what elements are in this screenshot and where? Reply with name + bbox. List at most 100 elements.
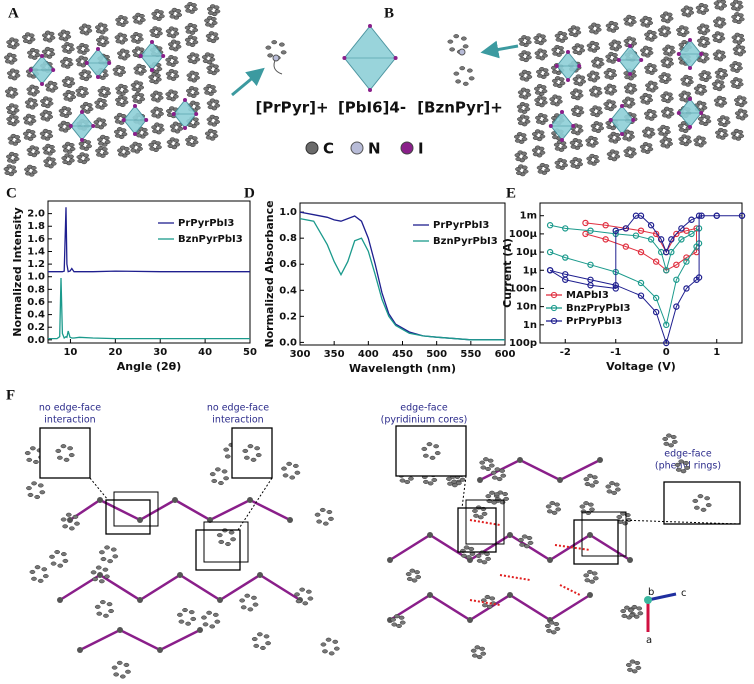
atom [551, 69, 558, 74]
atom [202, 58, 209, 64]
atom [4, 89, 11, 94]
atom [627, 608, 634, 613]
atom [114, 35, 121, 40]
atom [518, 72, 525, 77]
atom [30, 118, 37, 123]
atom [115, 39, 122, 44]
atom [637, 611, 644, 616]
atom [82, 56, 89, 61]
atom [548, 124, 553, 128]
interaction [469, 599, 501, 606]
atom [201, 615, 207, 620]
atom [615, 487, 621, 492]
atom [186, 88, 192, 93]
atom [714, 70, 721, 75]
legend-marker [550, 304, 558, 312]
atom [611, 490, 618, 495]
atom [187, 77, 194, 82]
atom [123, 146, 130, 151]
atom [206, 117, 213, 122]
marker [673, 303, 680, 310]
atom [33, 459, 39, 465]
atom [700, 84, 707, 90]
atom [700, 136, 706, 141]
atom [34, 494, 41, 500]
atom [23, 135, 30, 140]
x-tick-label: 30 [153, 347, 167, 358]
atom [60, 63, 67, 68]
legend-label: PrPyrPbI3 [178, 218, 234, 229]
atom [463, 545, 470, 550]
atom [589, 92, 596, 97]
x-tick-label: -2 [560, 347, 571, 358]
atom [184, 37, 191, 42]
annotation: edge-face [664, 449, 712, 460]
atom [644, 32, 650, 37]
atom [546, 509, 553, 514]
atom [210, 17, 217, 22]
frame [113, 491, 159, 527]
atom [203, 86, 210, 91]
x-tick-label: 40 [198, 347, 212, 358]
atom [49, 148, 56, 153]
atom [138, 54, 143, 58]
atom [703, 37, 710, 42]
atom [660, 18, 667, 23]
atom [487, 458, 494, 463]
atom [186, 55, 193, 60]
atom [570, 91, 576, 96]
atom [699, 76, 706, 81]
atom [571, 111, 578, 116]
atom [328, 516, 334, 521]
atom [688, 97, 692, 101]
marker [622, 225, 630, 232]
atom [142, 131, 149, 136]
atom [623, 39, 630, 44]
atom-label: C [323, 140, 334, 158]
atom [527, 540, 534, 545]
atom [133, 104, 137, 108]
atom [192, 87, 199, 92]
atom [628, 72, 632, 76]
atom [631, 41, 637, 46]
atom [584, 578, 591, 583]
atom [140, 64, 146, 70]
atom [175, 8, 182, 14]
atom [55, 448, 62, 453]
atom [669, 45, 675, 50]
atom [589, 579, 595, 584]
x-tick-label: 400 [358, 349, 379, 360]
atom [622, 521, 629, 526]
atom [671, 439, 678, 444]
atom [368, 88, 372, 92]
atom [640, 52, 647, 57]
marker [695, 274, 703, 281]
atom [192, 7, 198, 12]
atom [24, 167, 30, 172]
atom [32, 102, 39, 107]
atom [34, 53, 41, 58]
atom [68, 124, 73, 128]
marker [647, 222, 655, 229]
atom [552, 82, 559, 87]
marker [738, 212, 746, 219]
atom [15, 138, 21, 144]
atom [558, 77, 565, 82]
atom [95, 565, 102, 570]
atom [526, 55, 532, 60]
atom [658, 74, 665, 79]
atom [557, 477, 563, 483]
atom [515, 157, 522, 162]
atom [701, 105, 708, 110]
atom [121, 118, 126, 122]
atom [577, 143, 584, 148]
atom [68, 154, 74, 159]
atom [548, 620, 555, 625]
atom [185, 8, 191, 13]
atom [732, 47, 739, 52]
atom [462, 44, 469, 49]
atom [592, 140, 599, 145]
marker [678, 225, 685, 232]
x-tick-label: 0 [663, 347, 670, 358]
atom [681, 81, 687, 86]
